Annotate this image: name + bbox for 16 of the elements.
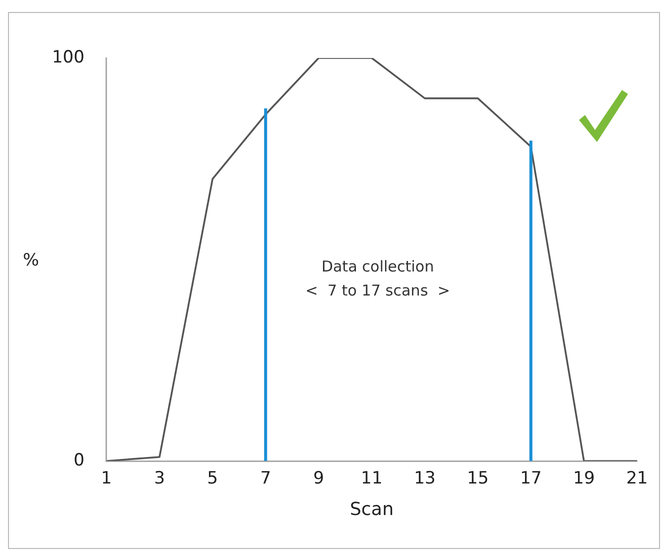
x-tick-label: 13 — [414, 468, 436, 489]
x-axis-title: Scan — [350, 498, 394, 520]
x-tick-label: 21 — [626, 468, 648, 489]
y-axis-title: % — [22, 250, 40, 270]
x-tick-label: 5 — [207, 468, 218, 489]
y-tick-label: 100 — [52, 47, 84, 68]
x-tick-label: 9 — [313, 468, 324, 489]
x-tick-label: 19 — [573, 468, 595, 489]
x-tick-label: 17 — [520, 468, 542, 489]
y-tick-label: 0 — [74, 450, 84, 470]
annotation: Data collection < 7 to 17 scans > — [305, 258, 450, 300]
x-tick-label: 3 — [154, 468, 165, 489]
x-tick-label: 7 — [260, 468, 272, 489]
x-tick-label: 15 — [467, 468, 489, 489]
x-tick-label: 1 — [101, 468, 112, 489]
x-tick-label: 11 — [360, 468, 383, 489]
